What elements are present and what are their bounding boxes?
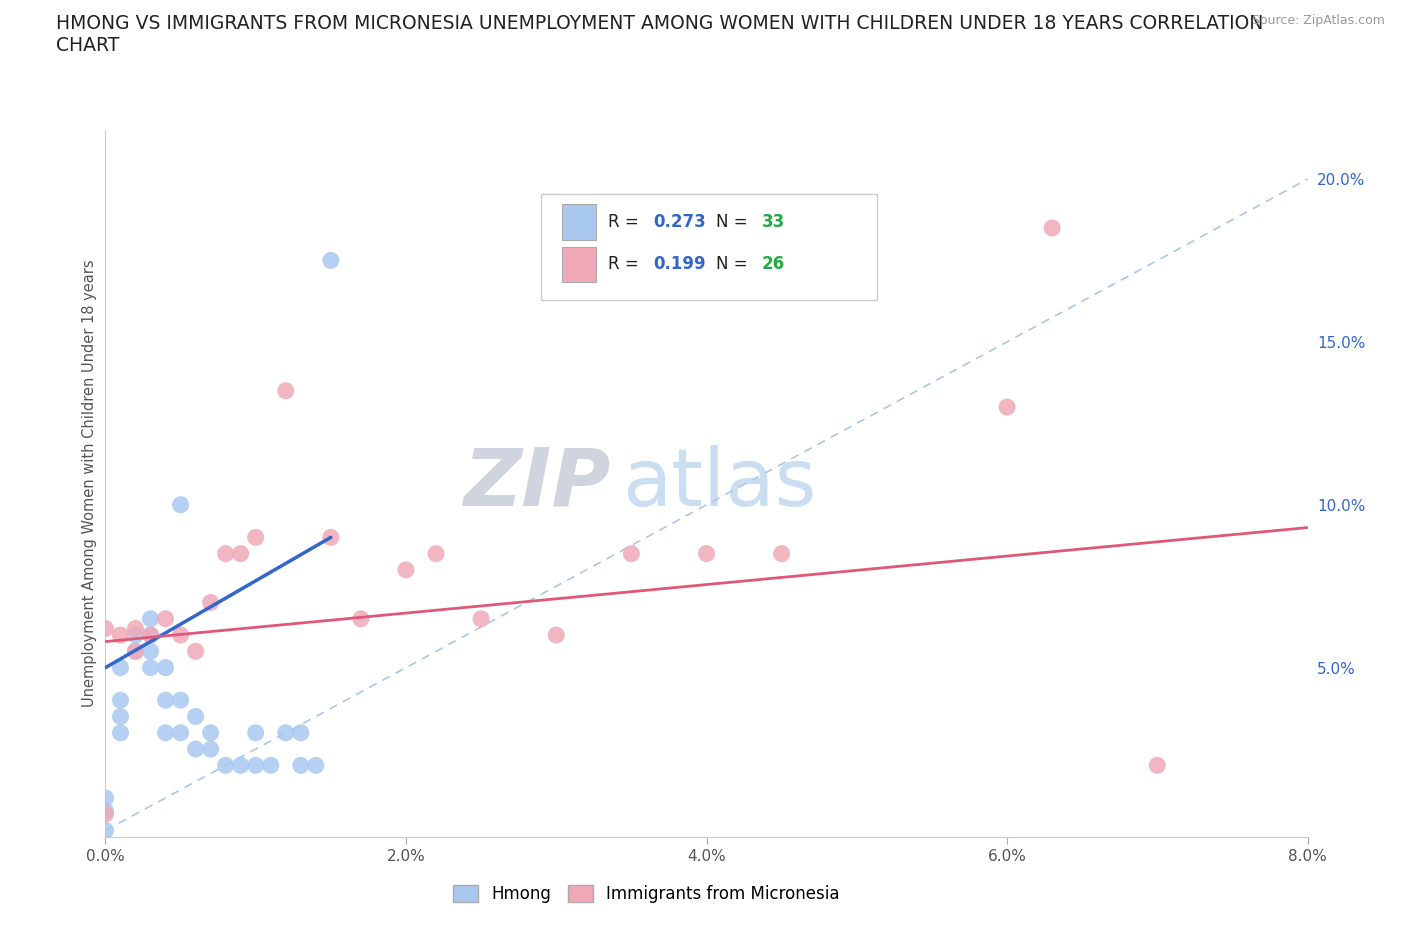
Bar [562, 205, 596, 240]
Point [169, 725, 191, 740]
Point [94, 806, 117, 821]
Point [184, 709, 207, 724]
Point [305, 758, 328, 773]
Text: 26: 26 [762, 256, 785, 273]
Point [319, 253, 342, 268]
FancyBboxPatch shape [541, 193, 877, 299]
Point [395, 563, 418, 578]
Point [696, 546, 718, 561]
Point [229, 546, 252, 561]
Point [290, 758, 312, 773]
Text: ZIP: ZIP [463, 445, 610, 523]
Point [155, 611, 177, 626]
Point [245, 758, 267, 773]
Point [139, 644, 162, 658]
Text: HMONG VS IMMIGRANTS FROM MICRONESIA UNEMPLOYMENT AMONG WOMEN WITH CHILDREN UNDER: HMONG VS IMMIGRANTS FROM MICRONESIA UNEM… [56, 14, 1264, 55]
Point [124, 644, 146, 658]
Point [124, 644, 146, 658]
Point [245, 530, 267, 545]
Point [139, 628, 162, 643]
Point [214, 758, 236, 773]
Point [319, 530, 342, 545]
Text: N =: N = [716, 256, 754, 273]
Y-axis label: Unemployment Among Women with Children Under 18 years: Unemployment Among Women with Children U… [82, 259, 97, 708]
Point [94, 790, 117, 805]
Point [1146, 758, 1168, 773]
Point [290, 725, 312, 740]
Text: R =: R = [607, 213, 644, 231]
Point [274, 383, 297, 398]
Point [229, 758, 252, 773]
Point [139, 628, 162, 643]
Point [546, 628, 568, 643]
Text: Source: ZipAtlas.com: Source: ZipAtlas.com [1251, 14, 1385, 27]
Point [1040, 220, 1063, 235]
Bar [562, 246, 596, 282]
Text: 0.273: 0.273 [654, 213, 706, 231]
Text: R =: R = [607, 256, 644, 273]
Point [155, 725, 177, 740]
Point [169, 628, 191, 643]
Point [110, 660, 132, 675]
Point [124, 621, 146, 636]
Point [770, 546, 793, 561]
Text: N =: N = [716, 213, 754, 231]
Point [200, 595, 222, 610]
Point [110, 725, 132, 740]
Point [139, 611, 162, 626]
Point [470, 611, 492, 626]
Point [139, 660, 162, 675]
Point [124, 628, 146, 643]
Point [200, 725, 222, 740]
Point [110, 693, 132, 708]
Legend: Hmong, Immigrants from Micronesia: Hmong, Immigrants from Micronesia [446, 879, 846, 910]
Point [169, 498, 191, 512]
Point [110, 628, 132, 643]
Point [94, 804, 117, 818]
Point [245, 725, 267, 740]
Point [620, 546, 643, 561]
Point [274, 725, 297, 740]
Point [995, 400, 1018, 415]
Point [350, 611, 373, 626]
Point [214, 546, 236, 561]
Point [425, 546, 447, 561]
Point [94, 621, 117, 636]
Point [184, 741, 207, 756]
Text: 0.199: 0.199 [654, 256, 706, 273]
Point [169, 693, 191, 708]
Text: 33: 33 [762, 213, 785, 231]
Point [94, 823, 117, 838]
Point [110, 709, 132, 724]
Point [155, 660, 177, 675]
Point [260, 758, 283, 773]
Point [155, 693, 177, 708]
Text: atlas: atlas [623, 445, 817, 523]
Point [200, 741, 222, 756]
Point [184, 644, 207, 658]
